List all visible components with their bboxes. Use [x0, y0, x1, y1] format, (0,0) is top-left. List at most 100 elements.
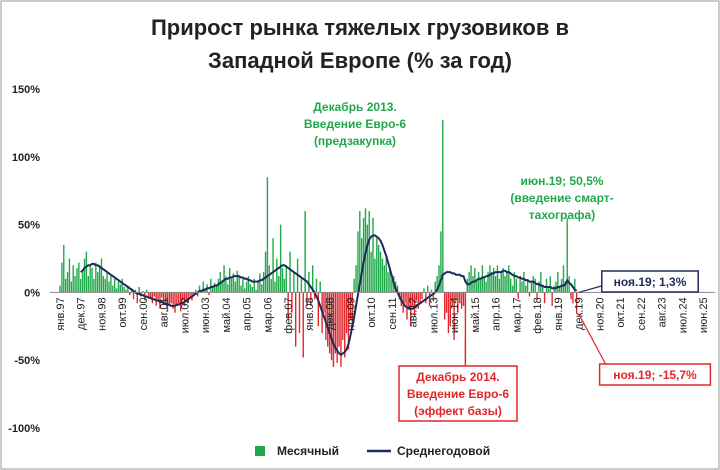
bar [498, 278, 501, 293]
bar [176, 292, 178, 306]
bar [242, 278, 244, 293]
bar [338, 292, 340, 347]
x-tick-label: июл.24 [677, 297, 689, 333]
x-tick-label: фев.07 [283, 297, 295, 333]
bar [283, 278, 286, 293]
annotation: Декабрь 2014. [416, 370, 500, 384]
bar [474, 267, 476, 293]
bar [261, 284, 263, 293]
bar [430, 289, 433, 293]
bar [538, 281, 540, 293]
bar [526, 278, 529, 293]
bar [70, 281, 73, 293]
x-tick-label: апр.05 [242, 297, 254, 330]
bar [455, 292, 457, 300]
bar [528, 292, 531, 297]
bar [91, 267, 93, 293]
bar [164, 292, 167, 302]
bar [170, 292, 172, 304]
bar [351, 292, 353, 327]
bar [517, 292, 519, 300]
bar [310, 292, 312, 306]
bar [93, 278, 95, 293]
bar [417, 292, 419, 309]
bar [426, 285, 429, 293]
bar [61, 262, 63, 293]
x-tick-label: май.15 [470, 297, 482, 332]
bar [80, 278, 82, 293]
bar [311, 265, 314, 293]
bar [166, 292, 169, 312]
bar [193, 292, 195, 296]
bar [221, 281, 223, 293]
bar [374, 258, 376, 293]
bar [460, 292, 463, 309]
bar [536, 292, 538, 300]
y-tick-label: 150% [12, 84, 40, 96]
bar [183, 292, 186, 306]
bar [59, 285, 61, 293]
bar [442, 120, 444, 293]
bar [468, 272, 470, 293]
bar [276, 258, 278, 293]
x-tick-label: мар.17 [511, 297, 523, 332]
bar [336, 292, 338, 363]
bar [227, 284, 229, 293]
bar [506, 272, 508, 293]
bar [555, 281, 557, 293]
bar [511, 285, 514, 293]
bar [121, 278, 123, 293]
bar [208, 292, 210, 296]
bar [494, 276, 497, 293]
bar [376, 238, 378, 293]
bar [451, 292, 453, 306]
bar [558, 285, 561, 293]
bar [223, 265, 225, 293]
bar [491, 272, 493, 293]
bar [234, 281, 237, 293]
bar [198, 285, 201, 293]
bar [327, 292, 329, 347]
bar [238, 276, 240, 293]
bar [266, 177, 269, 293]
x-tick-label: ноя.20 [594, 297, 606, 330]
bar [523, 272, 525, 293]
bar [245, 281, 248, 293]
bar [542, 285, 544, 293]
bar [83, 258, 86, 293]
bar [300, 278, 303, 293]
bar [315, 278, 318, 293]
bar [332, 292, 335, 367]
bar [293, 272, 295, 293]
bar [123, 286, 125, 293]
bar [370, 251, 372, 293]
bar [483, 276, 485, 293]
bar [102, 276, 105, 293]
bar [178, 292, 180, 304]
bar [255, 289, 257, 293]
bar [306, 292, 308, 306]
bar [492, 267, 495, 293]
bar [383, 265, 386, 293]
bar [521, 281, 523, 293]
bar [504, 276, 506, 293]
bar [445, 292, 448, 313]
bar [404, 292, 406, 304]
annotation-box [601, 270, 699, 293]
bar [249, 284, 252, 293]
bar [298, 292, 301, 334]
bar [389, 267, 391, 293]
bar [212, 286, 214, 293]
bar [89, 265, 91, 293]
bar [330, 292, 333, 361]
bar [464, 292, 467, 374]
bar [355, 265, 357, 293]
x-tick-label: июл.13 [428, 297, 440, 333]
bar [317, 292, 320, 327]
bar [489, 265, 491, 293]
bar [547, 288, 550, 293]
bar [575, 292, 578, 314]
bar [359, 211, 361, 293]
x-tick-label: мар.06 [262, 297, 274, 332]
annotation: ноя.19; -15,7% [613, 368, 697, 382]
